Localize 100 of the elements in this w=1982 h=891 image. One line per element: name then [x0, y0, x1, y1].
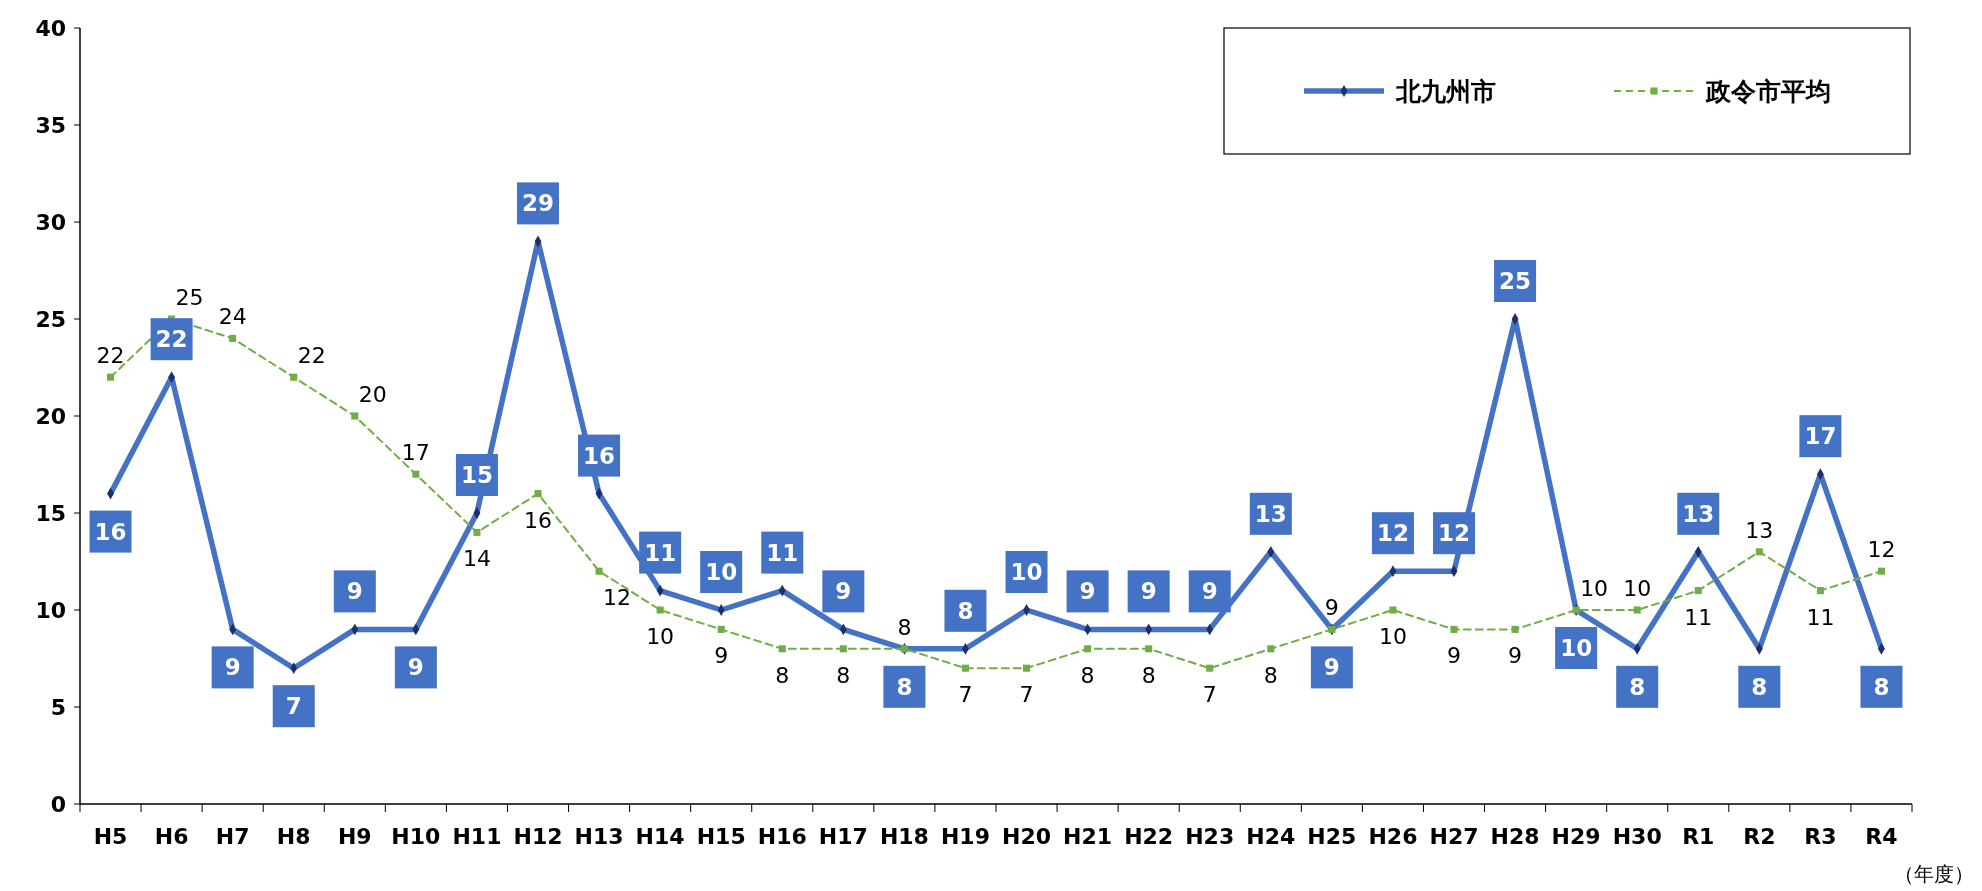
point: [717, 625, 725, 633]
data-label: 9: [1323, 654, 1340, 681]
point: [1816, 587, 1824, 595]
point: [1877, 567, 1885, 575]
x-tick-label: H13: [574, 824, 624, 849]
x-tick-label: R1: [1682, 824, 1715, 849]
data-label: 12: [603, 585, 632, 611]
data-label: 11: [1806, 604, 1835, 630]
data-label: 8: [775, 662, 790, 688]
data-label: 13: [1254, 500, 1287, 527]
data-label: 9: [1140, 578, 1157, 605]
data-label: 9: [1201, 578, 1218, 605]
data-label: 8: [1080, 662, 1095, 688]
x-tick-label: H29: [1551, 824, 1601, 849]
y-tick-label: 40: [35, 16, 66, 41]
x-tick-label: R4: [1865, 824, 1898, 849]
point: [656, 606, 664, 614]
data-label: 8: [1751, 673, 1768, 700]
data-label: 8: [1263, 662, 1278, 688]
data-label: 8: [896, 673, 913, 700]
data-label: 11: [644, 539, 677, 566]
data-label: 10: [1580, 576, 1609, 601]
data-label: 16: [583, 442, 616, 469]
data-label: 22: [96, 343, 125, 369]
data-label: 9: [1079, 578, 1096, 605]
x-tick-label: H12: [513, 824, 563, 849]
point: [1206, 664, 1214, 672]
point: [412, 470, 420, 478]
x-tick-label: H23: [1185, 824, 1235, 849]
data-label: 12: [1867, 537, 1896, 563]
data-label: 15: [460, 462, 493, 488]
x-tick-label: H10: [391, 824, 441, 849]
x-tick-label: R3: [1804, 824, 1837, 849]
data-label: 11: [766, 539, 799, 566]
x-tick-label: H21: [1063, 824, 1113, 849]
data-label: 8: [1141, 662, 1156, 688]
point: [534, 490, 542, 498]
data-label: 12: [1376, 520, 1409, 547]
x-tick-label: H7: [215, 824, 250, 849]
point: [473, 528, 481, 536]
point: [1450, 625, 1458, 633]
point: [1267, 645, 1275, 653]
y-tick-label: 35: [35, 113, 66, 138]
data-label: 10: [646, 624, 675, 649]
x-axis-title: （年度）: [1894, 862, 1974, 886]
data-label: 8: [957, 597, 974, 624]
data-label: 9: [714, 643, 729, 669]
point: [1755, 548, 1763, 556]
y-tick-label: 30: [35, 210, 66, 235]
x-tick-label: H15: [696, 824, 746, 849]
data-label: 9: [346, 578, 363, 605]
point: [1084, 645, 1092, 653]
data-label: 20: [358, 382, 387, 407]
point: [778, 645, 786, 653]
point: [107, 373, 115, 381]
data-label: 22: [297, 343, 326, 369]
data-label: 9: [1447, 643, 1461, 669]
x-tick-label: H30: [1612, 824, 1662, 849]
data-label: 9: [1324, 595, 1339, 621]
data-label: 9: [1508, 643, 1523, 669]
x-tick-label: H20: [1002, 824, 1052, 849]
x-tick-label: H16: [757, 824, 807, 849]
data-label: 29: [521, 190, 555, 217]
x-tick-label: H27: [1429, 824, 1479, 849]
data-label: 17: [1804, 423, 1837, 450]
data-label: 17: [401, 440, 430, 466]
x-tick-label: H19: [940, 824, 990, 849]
data-label: 12: [1437, 520, 1471, 547]
data-label: 9: [224, 654, 241, 681]
data-label: 13: [1682, 500, 1715, 527]
data-label: 11: [1684, 604, 1713, 630]
point: [1633, 606, 1641, 614]
data-label: 25: [1499, 268, 1532, 294]
point: [839, 645, 847, 653]
x-tick-label: H25: [1307, 824, 1357, 849]
data-label: 7: [1019, 682, 1034, 708]
data-label: 7: [285, 693, 302, 720]
point: [1511, 625, 1519, 633]
x-tick-label: H17: [818, 824, 868, 849]
x-tick-label: H18: [879, 824, 929, 849]
x-tick-label: R2: [1743, 824, 1776, 849]
data-label: 10: [1010, 559, 1043, 585]
x-tick-label: H22: [1124, 824, 1174, 849]
y-tick-label: 15: [35, 501, 66, 526]
y-tick-label: 20: [35, 404, 66, 429]
y-tick-label: 10: [35, 598, 66, 623]
y-tick-label: 25: [35, 307, 66, 332]
x-tick-label: H8: [276, 824, 311, 849]
data-label: 9: [835, 578, 852, 605]
point: [1023, 664, 1031, 672]
data-label: 7: [1202, 682, 1217, 708]
data-label: 16: [94, 518, 127, 545]
point: [595, 567, 603, 575]
x-tick-label: H5: [93, 824, 128, 849]
data-label: 7: [958, 682, 973, 708]
x-tick-label: H24: [1246, 824, 1296, 849]
data-label: 13: [1745, 517, 1774, 543]
x-tick-label: H26: [1368, 824, 1418, 849]
data-label: 10: [1623, 576, 1652, 601]
x-tick-label: H6: [154, 824, 189, 849]
